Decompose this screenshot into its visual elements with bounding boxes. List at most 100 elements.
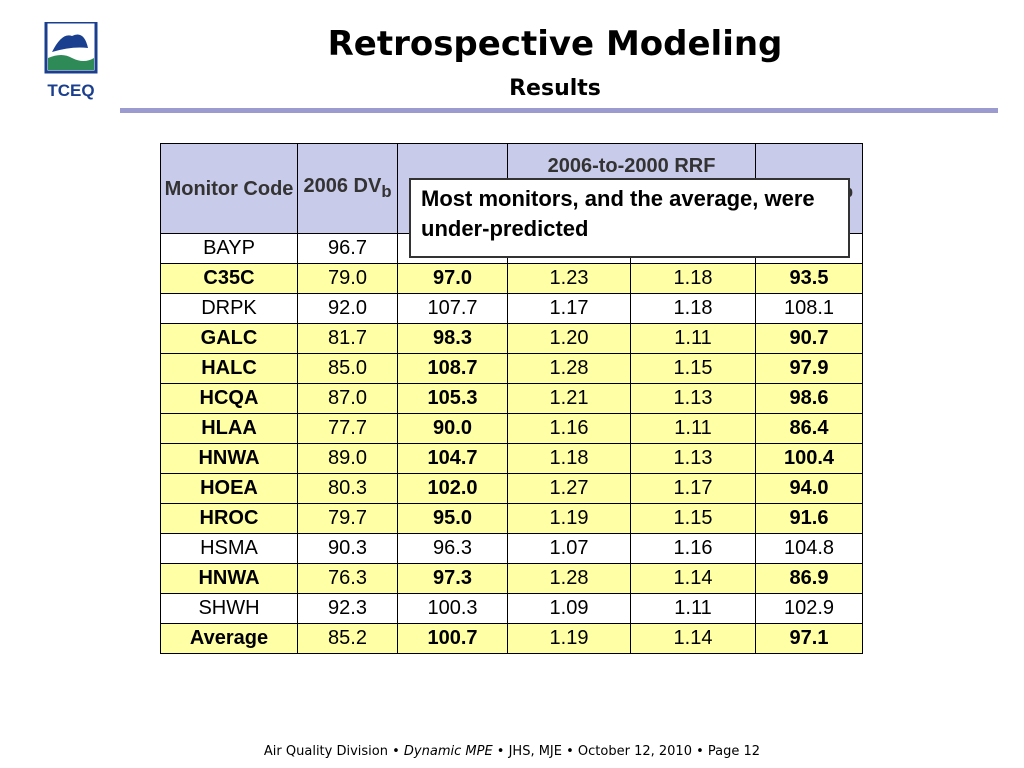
- table-cell: 1.20: [507, 323, 631, 354]
- table-row: HLAA 77.7 90.0 1.16 1.11 86.4: [160, 413, 863, 444]
- table-cell: 86.4: [755, 413, 863, 444]
- table-cell: 85.0: [297, 353, 398, 384]
- table-cell: 1.28: [507, 353, 631, 384]
- table-cell: 107.7: [397, 293, 508, 324]
- table-cell: 102.9: [755, 593, 863, 624]
- table-cell: Average: [160, 623, 298, 654]
- table-cell: 1.11: [630, 413, 756, 444]
- table-cell: 97.1: [755, 623, 863, 654]
- table-cell: 1.11: [630, 323, 756, 354]
- table-cell: 1.27: [507, 473, 631, 504]
- table-cell: HNWA: [160, 563, 298, 594]
- table-cell: 94.0: [755, 473, 863, 504]
- table-cell: 96.3: [397, 533, 508, 564]
- table-cell: 108.1: [755, 293, 863, 324]
- table-cell: 1.16: [507, 413, 631, 444]
- header-subscript: b: [381, 181, 392, 201]
- table-row: HALC 85.0 108.7 1.28 1.15 97.9: [160, 353, 863, 384]
- column-header: Monitor Code: [160, 143, 298, 234]
- header-text: 2006 DV: [303, 174, 382, 197]
- table-cell: 85.2: [297, 623, 398, 654]
- table-cell: 1.11: [630, 593, 756, 624]
- table-cell: HNWA: [160, 443, 298, 474]
- logo: TCEQ: [44, 22, 98, 100]
- table-cell: 87.0: [297, 383, 398, 414]
- table-cell: BAYP: [160, 233, 298, 264]
- table-row: C35C 79.0 97.0 1.23 1.18 93.5: [160, 263, 863, 294]
- table-cell: GALC: [160, 323, 298, 354]
- table-cell: 1.14: [630, 623, 756, 654]
- table-cell: 102.0: [397, 473, 508, 504]
- table-cell: HSMA: [160, 533, 298, 564]
- table-cell: 92.0: [297, 293, 398, 324]
- footer-division: Air Quality Division: [263, 744, 388, 759]
- table-cell: 100.4: [755, 443, 863, 474]
- footer-project: Dynamic MPE: [388, 744, 493, 759]
- table-cell: 95.0: [397, 503, 508, 534]
- footer-date: October 12, 2010: [562, 744, 692, 759]
- table-row: HNWA 89.0 104.7 1.18 1.13 100.4: [160, 443, 863, 474]
- subtitle: Results: [509, 76, 601, 101]
- table-cell: 1.09: [507, 593, 631, 624]
- footer-page: Page 12: [692, 744, 760, 759]
- table-row: HOEA 80.3 102.0 1.27 1.17 94.0: [160, 473, 863, 504]
- table-cell: HALC: [160, 353, 298, 384]
- table-cell: 81.7: [297, 323, 398, 354]
- table-cell: 93.5: [755, 263, 863, 294]
- table-cell: 100.7: [397, 623, 508, 654]
- table-cell: 104.8: [755, 533, 863, 564]
- table-cell: 1.15: [630, 353, 756, 384]
- callout: Most monitors, and the average, were und…: [409, 178, 850, 258]
- header-text: 2006-to-2000 RRF: [547, 155, 716, 177]
- table-cell: 1.18: [507, 443, 631, 474]
- table-cell: 90.0: [397, 413, 508, 444]
- table-row: SHWH 92.3 100.3 1.09 1.11 102.9: [160, 593, 863, 624]
- table-cell: 79.0: [297, 263, 398, 294]
- table-cell: HROC: [160, 503, 298, 534]
- table-cell: C35C: [160, 263, 298, 294]
- table-cell: 1.17: [630, 473, 756, 504]
- table-cell: 1.19: [507, 623, 631, 654]
- table-cell: SHWH: [160, 593, 298, 624]
- table-cell: 77.7: [297, 413, 398, 444]
- table-cell: 89.0: [297, 443, 398, 474]
- table-cell: 86.9: [755, 563, 863, 594]
- column-header: 2006 DVb: [297, 143, 398, 234]
- table-row: Average 85.2 100.7 1.19 1.14 97.1: [160, 623, 863, 654]
- table-cell: 1.14: [630, 563, 756, 594]
- table-cell: 79.7: [297, 503, 398, 534]
- table-cell: 1.23: [507, 263, 631, 294]
- table-cell: 98.3: [397, 323, 508, 354]
- table-cell: HLAA: [160, 413, 298, 444]
- footer-authors: JHS, MJE: [493, 744, 562, 759]
- table-cell: 105.3: [397, 383, 508, 414]
- table-cell: 1.17: [507, 293, 631, 324]
- table-cell: 90.7: [755, 323, 863, 354]
- table-cell: DRPK: [160, 293, 298, 324]
- table-cell: 1.28: [507, 563, 631, 594]
- table-cell: 1.18: [630, 293, 756, 324]
- table-cell: 1.18: [630, 263, 756, 294]
- table-cell: 104.7: [397, 443, 508, 474]
- table-row: HCQA 87.0 105.3 1.21 1.13 98.6: [160, 383, 863, 414]
- table-cell: 80.3: [297, 473, 398, 504]
- header-text: Monitor Code: [164, 177, 294, 200]
- table-cell: 97.0: [397, 263, 508, 294]
- table-cell: 1.16: [630, 533, 756, 564]
- table-cell: 1.15: [630, 503, 756, 534]
- table-cell: 100.3: [397, 593, 508, 624]
- footer: Air Quality DivisionDynamic MPEJHS, MJEO…: [0, 744, 1024, 759]
- table-cell: HCQA: [160, 383, 298, 414]
- table-row: HNWA 76.3 97.3 1.28 1.14 86.9: [160, 563, 863, 594]
- table-cell: 97.9: [755, 353, 863, 384]
- table-cell: 96.7: [297, 233, 398, 264]
- divider: [120, 108, 998, 113]
- table-cell: 108.7: [397, 353, 508, 384]
- table-cell: 97.3: [397, 563, 508, 594]
- table-row: HROC 79.7 95.0 1.19 1.15 91.6: [160, 503, 863, 534]
- table-cell: 92.3: [297, 593, 398, 624]
- table-cell: 90.3: [297, 533, 398, 564]
- title: Retrospective Modeling: [327, 24, 783, 64]
- table-cell: HOEA: [160, 473, 298, 504]
